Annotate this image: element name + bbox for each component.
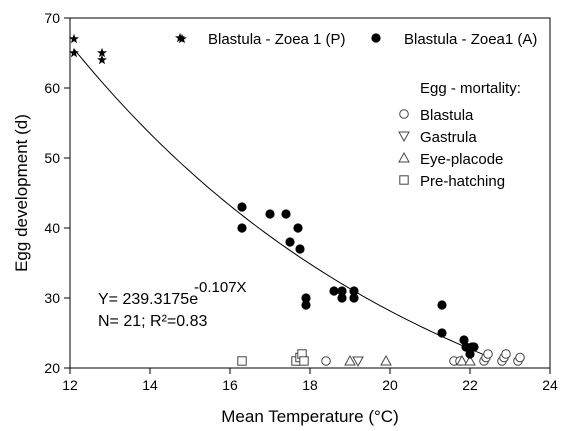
- x-tick-label: 18: [302, 377, 318, 393]
- y-tick-label: 60: [44, 80, 60, 96]
- data-point-blastula-zoea-1-p: [69, 33, 79, 44]
- fit-equation-base: Y= 239.3175e: [98, 291, 198, 308]
- y-axis-label: Egg development (d): [12, 114, 31, 272]
- legend-marker-eye-placode: [398, 151, 410, 163]
- legend-marker-blastula: [399, 109, 409, 119]
- y-tick-label: 50: [44, 150, 60, 166]
- legend-marker-gastrula: [398, 131, 410, 143]
- data-point-blastula-zoea1-a: [349, 286, 359, 296]
- data-point-blastula-zoea1-a: [301, 300, 311, 310]
- data-point-gastrula: [352, 356, 364, 368]
- data-point-blastula-zoea1-a: [237, 202, 247, 212]
- data-point-eye-placode: [456, 354, 468, 366]
- legend-label-gastrula: Gastrula: [420, 129, 477, 146]
- data-point-blastula-zoea1-a: [293, 223, 303, 233]
- x-tick-label: 14: [142, 377, 158, 393]
- fit-stats: N= 21; R²=0.83: [98, 313, 208, 330]
- data-point-blastula-zoea-1-p: [97, 47, 107, 58]
- data-point-blastula: [515, 352, 525, 363]
- data-point-blastula: [501, 349, 511, 359]
- data-point-blastula-zoea1-a: [285, 237, 295, 247]
- data-point-eye-placode: [344, 354, 356, 366]
- data-point-blastula-zoea-1-p: [97, 54, 107, 65]
- data-point-blastula-zoea1-a: [281, 209, 291, 219]
- data-point-blastula-zoea1-a: [265, 209, 275, 219]
- data-point-blastula: [321, 356, 331, 366]
- legend: Blastula - Zoea 1 (P) Blastula - Zoea1 (A…: [175, 31, 537, 190]
- data-point-blastula-zoea1-a: [295, 244, 305, 254]
- legend-label-blastula: Blastula: [420, 107, 474, 124]
- data-point-blastula-zoea1-a: [337, 286, 347, 296]
- y-tick-label: 70: [44, 10, 60, 26]
- fit-equation: Y= 239.3175e -0.107X N= 21; R²=0.83: [98, 279, 247, 330]
- data-point-blastula-zoea1-a: [337, 293, 347, 303]
- x-tick-label: 22: [462, 377, 478, 393]
- legend-label-pre-hatching: Pre-hatching: [420, 173, 505, 190]
- legend-marker-blastula-zoea-1-p: [175, 32, 185, 43]
- data-point-blastula-zoea1-a: [437, 328, 447, 338]
- legend-label-blastula-zoea1-a: Blastula - Zoea1 (A): [404, 31, 537, 48]
- legend-title: Egg - mortality:: [420, 80, 521, 97]
- x-tick-label: 24: [542, 377, 558, 393]
- data-point-blastula-zoea1-a: [349, 293, 359, 303]
- fit-curve: [73, 48, 487, 357]
- data-point-blastula-zoea1-a: [465, 349, 475, 359]
- x-axis-ticks: 12 14 16 18 20 22 24: [62, 368, 558, 393]
- data-point-blastula-zoea1-a: [469, 342, 479, 352]
- y-axis-ticks: 20 30 40 50 60 70: [44, 10, 70, 376]
- data-point-eye-placode: [464, 354, 476, 366]
- y-tick-label: 30: [44, 290, 60, 306]
- x-axis-label: Mean Temperature (°C): [221, 407, 399, 426]
- data-point-blastula-zoea1-a: [459, 335, 469, 345]
- y-tick-label: 20: [44, 360, 60, 376]
- data-point-blastula-zoea1-a: [301, 293, 311, 303]
- y-tick-label: 40: [44, 220, 60, 236]
- legend-entries: Blastula - Zoea 1 (P) Blastula - Zoea1 (A…: [175, 31, 537, 190]
- legend-label-eye-placode: Eye-placode: [420, 151, 503, 168]
- legend-label-blastula-zoea-1-p: Blastula - Zoea 1 (P): [208, 31, 346, 48]
- legend-marker-pre-hatching: [399, 175, 409, 185]
- data-point-blastula-zoea-1-p: [69, 47, 79, 58]
- data-markers: [69, 33, 525, 368]
- data-point-blastula-zoea1-a: [329, 286, 339, 296]
- x-tick-label: 12: [62, 377, 78, 393]
- x-tick-label: 20: [382, 377, 398, 393]
- data-point-blastula-zoea1-a: [237, 223, 247, 233]
- data-point-eye-placode: [380, 354, 392, 366]
- data-point-pre-hatching: [237, 356, 247, 366]
- data-point-blastula-zoea1-a: [437, 300, 447, 310]
- fit-equation-exponent: -0.107X: [194, 279, 247, 296]
- legend-marker-blastula-zoea1-a: [371, 33, 381, 43]
- data-point-pre-hatching: [299, 356, 309, 366]
- data-point-blastula: [483, 349, 493, 359]
- x-tick-label: 16: [222, 377, 238, 393]
